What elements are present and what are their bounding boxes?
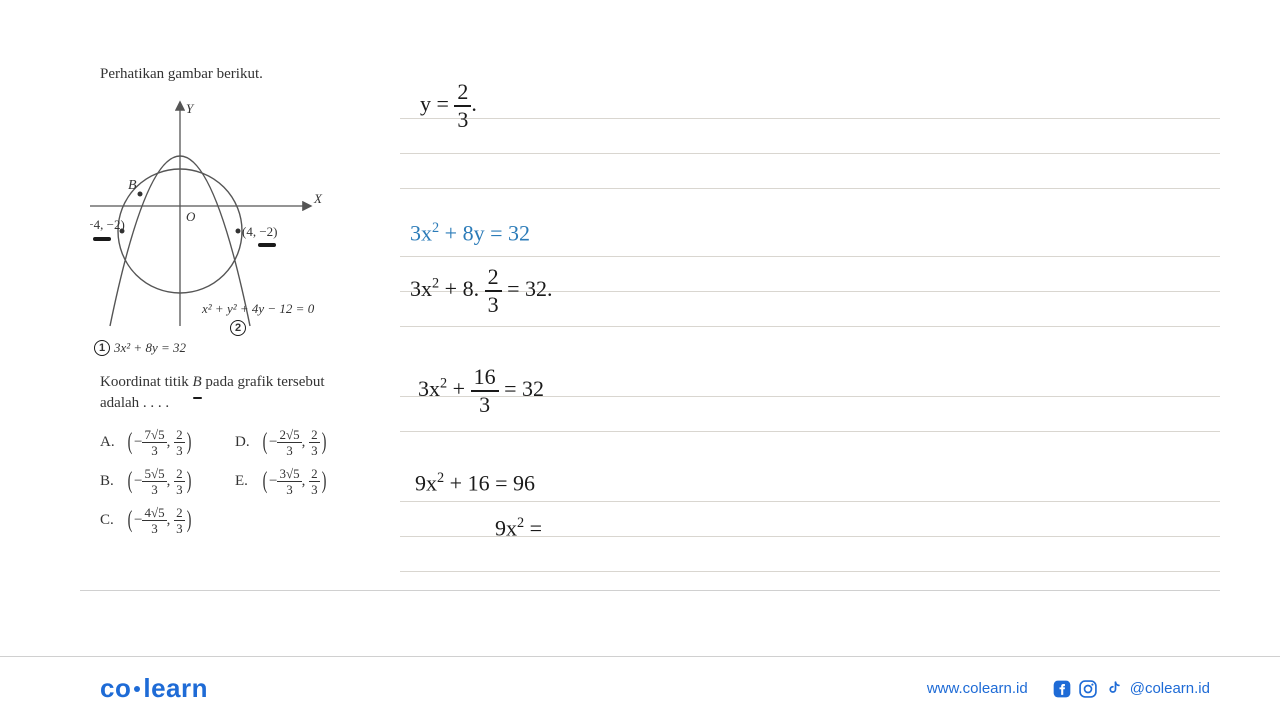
logo: colearn [100, 673, 208, 704]
axis-x-label: X [313, 191, 323, 206]
eq2-circle: 2 [230, 319, 246, 336]
handwritten-line: 3x2 + 163 = 32 [418, 366, 544, 416]
eq1-label: 1 3x² + 8y = 32 [94, 340, 364, 356]
eq2-label: x² + y² + 4y − 12 = 0 [202, 301, 314, 317]
footer: colearn www.colearn.id @colearn.id const… [0, 656, 1280, 720]
origin-label: O [186, 209, 196, 224]
handwritten-line: 3x2 + 8y = 32 [410, 221, 530, 244]
site-url[interactable]: www.colearn.id [927, 680, 1028, 697]
handwriting-panel: y = 23. 3x2 + 8y = 32 3x2 + 8. 23 = 32. 3x2… [400, 66, 1220, 640]
problem-panel: Perhatikan gambar berikut. [100, 66, 370, 535]
handwritten-line: 9x2 + 16 = 96 [415, 471, 535, 494]
point-b-label: B [128, 178, 137, 193]
divider [80, 590, 1220, 591]
handwritten-line: 3x2 + 8. 23 = 32. [410, 266, 553, 316]
options-grid: A. (−7√53, 23) D. (−2√53, 23) B. (−5√53,… [100, 428, 370, 535]
option-d: D. (−2√53, 23) [235, 428, 370, 457]
axis-y-label: Y [186, 101, 195, 116]
option-c: C. (−4√53, 23) [100, 506, 235, 535]
question-text: Koordinat titik B pada grafik tersebut a… [100, 372, 370, 414]
instagram-icon[interactable] [1078, 679, 1098, 699]
handwritten-line: 9x2 = [495, 516, 542, 539]
point-right-label: (4, −2) [242, 224, 278, 239]
tiktok-icon[interactable] [1104, 679, 1124, 699]
option-e: E. (−3√53, 23) [235, 467, 370, 496]
option-a: A. (−7√53, 23) [100, 428, 235, 457]
social-links[interactable]: @colearn.id [1052, 679, 1210, 699]
handwritten-line: y = 23. [420, 81, 477, 131]
prompt-text: Perhatikan gambar berikut. [100, 66, 370, 83]
option-b: B. (−5√53, 23) [100, 467, 235, 496]
facebook-icon[interactable] [1052, 679, 1072, 699]
graph: Y X O B (−4, −2) (4, −2) x² + y² + 4y − … [90, 91, 330, 346]
point-left-label: (−4, −2) [90, 217, 125, 232]
social-handle[interactable]: @colearn.id [1130, 680, 1210, 697]
